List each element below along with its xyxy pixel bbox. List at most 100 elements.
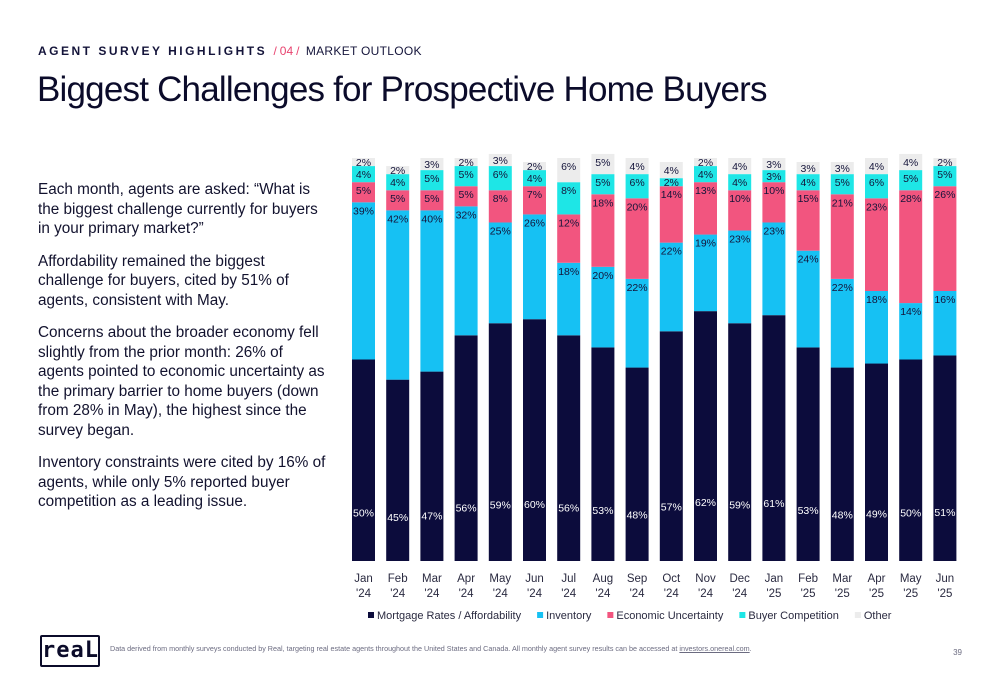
data-label: 39% bbox=[353, 205, 374, 217]
tick-label: '24 bbox=[390, 588, 406, 600]
tick-label: '24 bbox=[493, 588, 509, 600]
bar-segment bbox=[933, 166, 957, 187]
data-label: 22% bbox=[661, 246, 682, 258]
data-label: 26% bbox=[934, 189, 955, 201]
data-label: 5% bbox=[356, 185, 371, 197]
data-label: 6% bbox=[561, 161, 576, 173]
data-label: 56% bbox=[558, 502, 579, 514]
bar-segment bbox=[728, 190, 752, 231]
bar-segment bbox=[865, 363, 888, 561]
bar-segment bbox=[659, 178, 683, 187]
bar-segment bbox=[865, 198, 888, 291]
data-label: 25% bbox=[490, 225, 511, 237]
section-number: 04 bbox=[279, 44, 294, 58]
bar-segment bbox=[830, 174, 854, 195]
legend-entry: Inventory bbox=[546, 610, 592, 622]
data-label: 14% bbox=[900, 306, 921, 318]
data-label: 15% bbox=[798, 193, 819, 205]
data-label: 49% bbox=[866, 509, 887, 521]
bar-segment bbox=[523, 186, 546, 215]
bar-segment bbox=[762, 315, 786, 561]
data-label: 2% bbox=[698, 157, 713, 169]
investors-link[interactable]: investors.onereal.com bbox=[679, 644, 750, 653]
bar-segment bbox=[830, 278, 854, 368]
bar-segment bbox=[454, 335, 478, 561]
bar-segment bbox=[899, 153, 923, 171]
bar-segment bbox=[762, 222, 786, 316]
data-label: 56% bbox=[456, 502, 477, 514]
data-label: 13% bbox=[695, 185, 716, 197]
bar-segment bbox=[899, 359, 923, 561]
bar-segment bbox=[625, 278, 649, 368]
data-label: 53% bbox=[592, 505, 613, 517]
tick-label: Jan bbox=[765, 573, 784, 585]
bar-segment bbox=[694, 182, 717, 235]
bar-segment bbox=[386, 210, 410, 380]
paragraph: Each month, agents are asked: “What is t… bbox=[38, 181, 318, 237]
bar-segment bbox=[454, 206, 478, 336]
tick-label: Jul bbox=[561, 573, 576, 585]
bar-segment bbox=[420, 210, 444, 372]
data-label: 10% bbox=[763, 185, 784, 197]
footnote: Data derived from monthly surveys conduc… bbox=[110, 644, 752, 653]
data-label: 47% bbox=[421, 510, 442, 522]
tick-label: '24 bbox=[356, 588, 372, 600]
bar-segment bbox=[557, 158, 581, 183]
tick-label: Mar bbox=[832, 573, 852, 585]
tick-label: '24 bbox=[595, 588, 611, 600]
data-label: 2% bbox=[390, 165, 405, 177]
tick-label: Mar bbox=[422, 573, 442, 585]
bar-segment bbox=[865, 290, 888, 364]
data-label: 18% bbox=[558, 266, 579, 278]
tick-label: May bbox=[489, 573, 511, 585]
tick-label: '24 bbox=[664, 588, 680, 600]
data-label: 48% bbox=[627, 509, 648, 521]
data-label: 62% bbox=[695, 497, 716, 509]
bar-segment bbox=[557, 262, 581, 336]
data-label: 23% bbox=[763, 225, 784, 237]
data-label: 4% bbox=[664, 165, 679, 177]
data-label: 3% bbox=[801, 163, 816, 175]
tick-label: '24 bbox=[698, 588, 714, 600]
bar-segment bbox=[420, 158, 444, 171]
tick-label: Jun bbox=[936, 573, 955, 585]
legend-entry: Other bbox=[864, 610, 892, 622]
bar-segment bbox=[796, 347, 820, 561]
data-label: 61% bbox=[763, 498, 784, 510]
bar-segment bbox=[591, 174, 615, 195]
bar-segment bbox=[694, 234, 717, 312]
page-title: Biggest Challenges for Prospective Home … bbox=[37, 70, 767, 109]
data-label: 42% bbox=[387, 213, 408, 225]
data-label: 60% bbox=[524, 499, 545, 511]
bar-segment bbox=[625, 158, 649, 175]
legend-swatch bbox=[368, 612, 374, 618]
data-label: 28% bbox=[900, 193, 921, 205]
bar-segment bbox=[659, 331, 683, 561]
data-label: 2% bbox=[356, 157, 371, 169]
bar-segment bbox=[488, 323, 512, 561]
data-label: 32% bbox=[456, 209, 477, 221]
tick-label: '24 bbox=[732, 588, 748, 600]
legend-entry: Economic Uncertainty bbox=[616, 610, 723, 622]
tick-label: '24 bbox=[424, 588, 440, 600]
footnote-text: Data derived from monthly surveys conduc… bbox=[110, 644, 678, 653]
data-label: 4% bbox=[732, 177, 747, 189]
data-label: 3% bbox=[766, 159, 781, 171]
footnote-end: . bbox=[749, 644, 752, 653]
data-label: 5% bbox=[424, 193, 439, 205]
tick-label: Sep bbox=[627, 573, 647, 585]
tick-label: '24 bbox=[561, 588, 577, 600]
bar-segment bbox=[523, 170, 546, 187]
tick-label: '25 bbox=[903, 588, 918, 600]
tick-label: Nov bbox=[695, 573, 716, 585]
data-label: 2% bbox=[527, 161, 542, 173]
data-label: 3% bbox=[835, 163, 850, 175]
bar-segment bbox=[899, 190, 923, 304]
data-label: 10% bbox=[729, 193, 750, 205]
data-label: 5% bbox=[459, 189, 474, 201]
data-label: 5% bbox=[835, 177, 850, 189]
bar-segment bbox=[523, 319, 546, 561]
bar-segment bbox=[762, 182, 786, 223]
data-label: 51% bbox=[934, 507, 955, 519]
data-label: 23% bbox=[729, 234, 750, 246]
